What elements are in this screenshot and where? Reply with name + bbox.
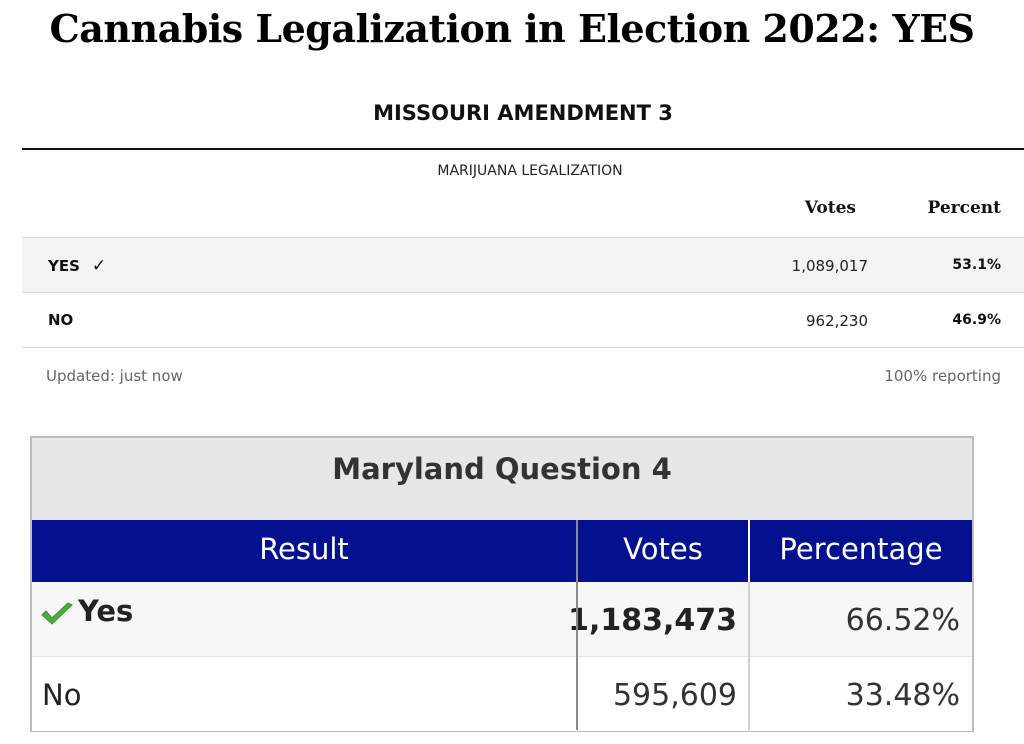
- page-title: Cannabis Legalization in Election 2022: …: [49, 6, 975, 51]
- maryland-choice-no: No: [42, 678, 82, 712]
- missouri-votes-yes: 1,089,017: [791, 257, 868, 275]
- missouri-title: MISSOURI AMENDMENT 3: [373, 101, 673, 125]
- column-divider: [576, 520, 578, 730]
- missouri-choice-yes: YES ✓: [48, 256, 107, 276]
- missouri-percent-no: 46.9%: [952, 312, 1001, 328]
- maryland-results-table: Maryland Question 4 Result Votes Percent…: [30, 436, 974, 732]
- column-divider: [748, 520, 750, 582]
- maryland-result-header: Result: [32, 520, 576, 582]
- missouri-row-yes: YES ✓ 1,089,017 53.1%: [22, 237, 1024, 292]
- missouri-row-no: NO 962,230 46.9%: [22, 292, 1024, 348]
- missouri-updated-text: Updated: just now: [46, 367, 183, 385]
- maryland-row-yes: Yes 1,183,473 66.52%: [32, 582, 972, 656]
- maryland-votes-no: 595,609: [612, 678, 737, 713]
- maryland-title: Maryland Question 4: [32, 438, 972, 520]
- maryland-row-no: No 595,609 33.48%: [32, 656, 972, 731]
- missouri-reporting-text: 100% reporting: [884, 367, 1001, 385]
- missouri-title-divider: [22, 148, 1024, 150]
- missouri-votes-no: 962,230: [805, 312, 868, 330]
- missouri-votes-header: Votes: [804, 198, 856, 218]
- missouri-percent-yes: 53.1%: [952, 257, 1001, 273]
- maryland-percentage-yes: 66.52%: [845, 603, 960, 638]
- missouri-choice-no: NO: [48, 311, 74, 329]
- missouri-subtitle: MARIJUANA LEGALIZATION: [437, 163, 623, 179]
- green-checkmark-icon: [41, 602, 73, 625]
- maryland-choice-yes: Yes: [78, 594, 134, 628]
- maryland-votes-yes: 1,183,473: [568, 603, 737, 638]
- checkmark-icon: ✓: [91, 256, 107, 276]
- missouri-percent-header: Percent: [927, 198, 1001, 218]
- maryland-percentage-no: 33.48%: [845, 678, 960, 713]
- maryland-percentage-header: Percentage: [750, 520, 972, 582]
- maryland-votes-header: Votes: [578, 520, 748, 582]
- column-divider: [748, 582, 750, 730]
